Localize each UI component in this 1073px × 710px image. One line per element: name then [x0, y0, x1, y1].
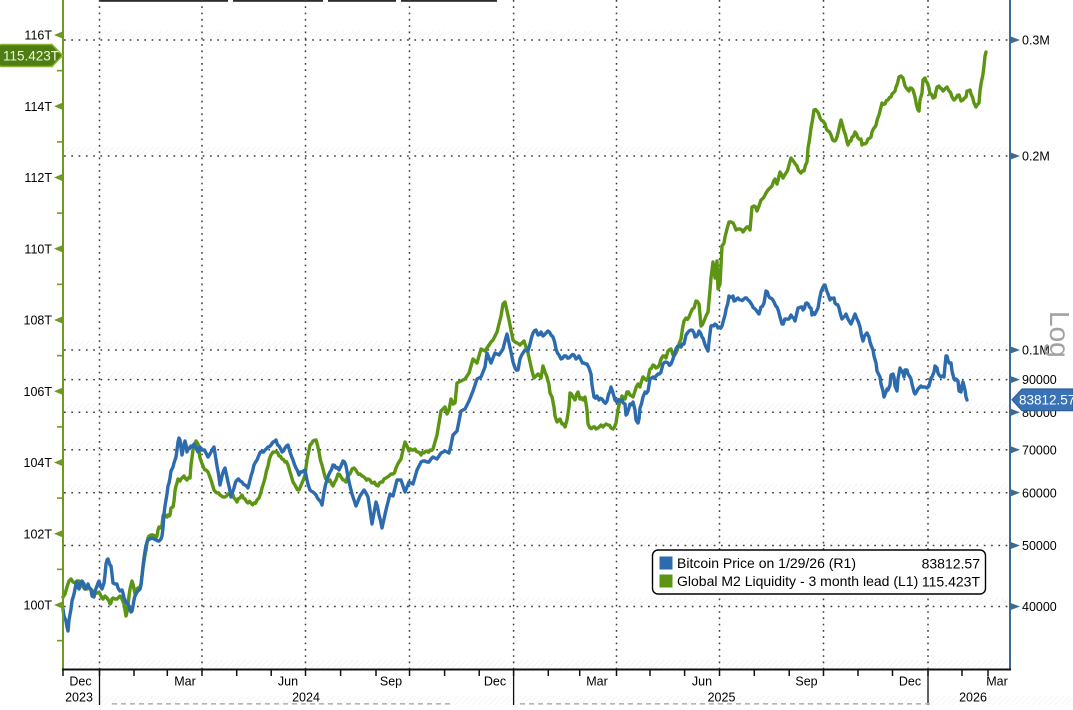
svg-text:106T: 106T — [24, 385, 53, 399]
svg-text:100T: 100T — [24, 599, 53, 613]
svg-text:116T: 116T — [24, 29, 52, 43]
svg-text:Dec: Dec — [899, 675, 921, 689]
svg-text:2025: 2025 — [708, 691, 736, 705]
svg-text:112T: 112T — [24, 171, 52, 185]
svg-text:Dec: Dec — [484, 675, 506, 689]
svg-text:115.423T: 115.423T — [922, 574, 981, 590]
svg-text:50000: 50000 — [1022, 539, 1057, 553]
svg-text:90000: 90000 — [1022, 373, 1057, 387]
svg-text:110T: 110T — [24, 242, 52, 256]
svg-text:Jun: Jun — [692, 675, 712, 689]
svg-text:2026: 2026 — [959, 691, 987, 705]
svg-text:Sep: Sep — [380, 675, 402, 689]
svg-text:108T: 108T — [24, 314, 53, 328]
svg-text:83812.57: 83812.57 — [1019, 393, 1073, 408]
svg-text:40000: 40000 — [1022, 600, 1057, 614]
svg-text:Bitcoin Price on 1/29/26 (R1): Bitcoin Price on 1/29/26 (R1) — [677, 555, 856, 571]
svg-text:Global M2 Liquidity - 3 month: Global M2 Liquidity - 3 month lead (L1) — [677, 573, 918, 589]
svg-text:Mar: Mar — [986, 675, 1008, 689]
svg-text:Mar: Mar — [174, 675, 196, 689]
svg-text:102T: 102T — [24, 527, 53, 541]
svg-text:Sep: Sep — [795, 675, 817, 689]
svg-text:114T: 114T — [24, 100, 52, 114]
svg-text:Jun: Jun — [278, 675, 298, 689]
svg-text:60000: 60000 — [1022, 486, 1057, 500]
svg-text:Dec: Dec — [69, 675, 91, 689]
svg-text:0.2M: 0.2M — [1022, 150, 1050, 164]
svg-text:Mar: Mar — [586, 675, 608, 689]
svg-text:Log: Log — [1044, 311, 1073, 358]
svg-text:2024: 2024 — [292, 691, 320, 705]
svg-text:104T: 104T — [24, 456, 53, 470]
svg-text:70000: 70000 — [1022, 443, 1057, 457]
svg-text:2023: 2023 — [65, 691, 93, 705]
svg-text:0.3M: 0.3M — [1022, 34, 1050, 48]
svg-text:0.1M: 0.1M — [1022, 344, 1050, 358]
svg-text:115.423T: 115.423T — [3, 48, 59, 63]
svg-text:83812.57: 83812.57 — [922, 556, 981, 572]
